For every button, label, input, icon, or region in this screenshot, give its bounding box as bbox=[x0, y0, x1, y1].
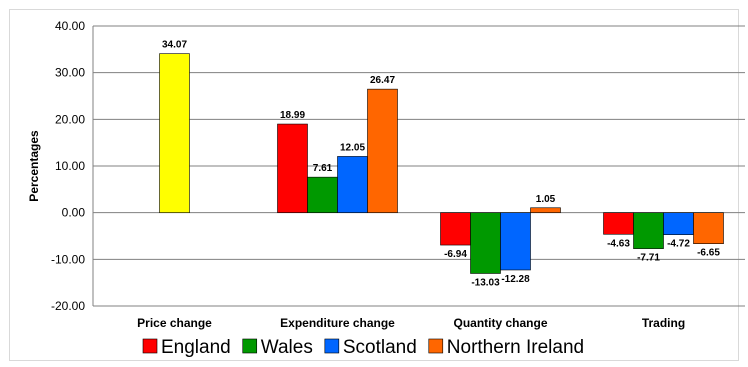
bar-scotland bbox=[663, 212, 694, 235]
data-label: -6.94 bbox=[444, 249, 467, 260]
bar-wales bbox=[633, 212, 664, 249]
data-label: -6.65 bbox=[697, 248, 720, 259]
y-tick-label: 10.00 bbox=[55, 159, 85, 173]
legend-label: Northern Ireland bbox=[447, 337, 584, 358]
bar-northern-ireland bbox=[367, 88, 398, 213]
category-label: Price change bbox=[137, 316, 212, 330]
y-tick-label: 20.00 bbox=[55, 112, 85, 126]
y-tick-label: -10.00 bbox=[51, 252, 85, 266]
legend-label: England bbox=[161, 337, 231, 358]
bar-wales bbox=[307, 176, 338, 213]
category-label: Trading bbox=[642, 316, 685, 330]
chart-frame bbox=[9, 9, 739, 361]
bar-wales bbox=[470, 212, 501, 274]
bar-england bbox=[440, 212, 471, 246]
data-label: -4.72 bbox=[667, 239, 690, 250]
data-label: 12.05 bbox=[340, 142, 365, 153]
y-tick-label: -20.00 bbox=[51, 299, 85, 313]
y-tick-label: 0.00 bbox=[62, 206, 86, 220]
legend-swatch bbox=[242, 338, 258, 354]
data-label: -7.71 bbox=[637, 253, 660, 264]
bar-england bbox=[603, 212, 634, 235]
bar-northern-ireland bbox=[693, 212, 724, 245]
data-label: -4.63 bbox=[607, 238, 630, 249]
y-tick-label: 40.00 bbox=[55, 19, 85, 33]
legend-label: Scotland bbox=[343, 337, 417, 358]
legend-swatch bbox=[324, 338, 340, 354]
data-label: 26.47 bbox=[370, 75, 395, 86]
legend-label: Wales bbox=[261, 337, 313, 358]
data-label: 18.99 bbox=[280, 110, 305, 121]
bar-scotland bbox=[500, 212, 531, 271]
data-label: 1.05 bbox=[536, 194, 556, 205]
y-tick-label: 30.00 bbox=[55, 66, 85, 80]
bar-england bbox=[277, 123, 308, 213]
category-label: Quantity change bbox=[453, 316, 547, 330]
bar-price-change bbox=[159, 53, 190, 213]
legend-swatch bbox=[428, 338, 444, 354]
bar-northern-ireland bbox=[530, 207, 561, 213]
data-label: -13.03 bbox=[471, 277, 500, 288]
data-label: 34.07 bbox=[162, 40, 187, 51]
bar-scotland bbox=[337, 156, 368, 213]
data-label: -12.28 bbox=[501, 274, 530, 285]
y-axis-title: Percentages bbox=[27, 130, 41, 202]
legend-swatch bbox=[142, 338, 158, 354]
category-label: Expenditure change bbox=[280, 316, 395, 330]
data-label: 7.61 bbox=[313, 163, 333, 174]
